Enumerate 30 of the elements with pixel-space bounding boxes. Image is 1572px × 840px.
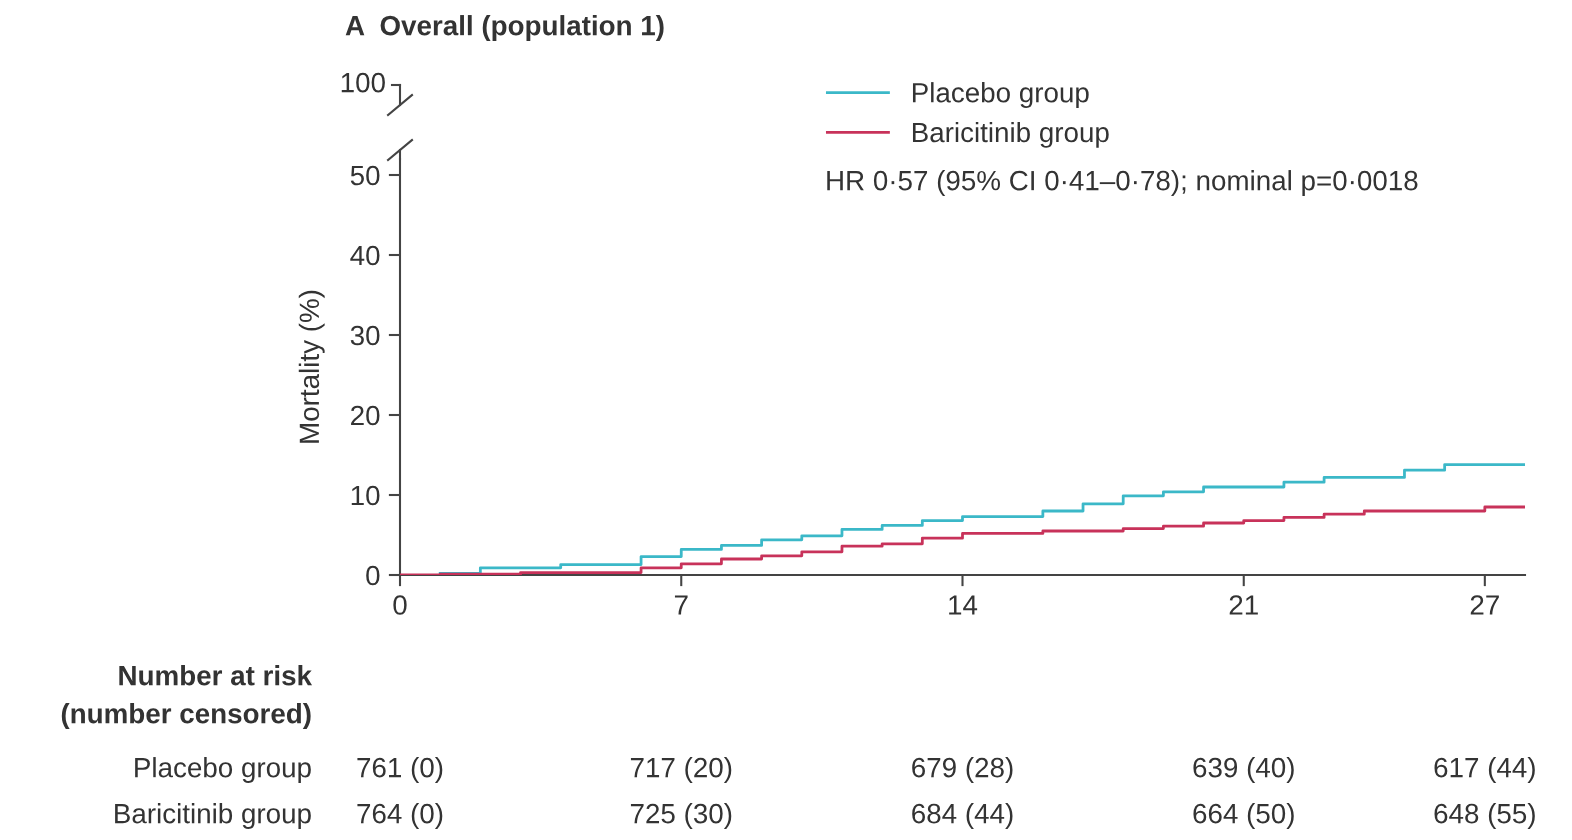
legend-label: Baricitinib group [912, 121, 1109, 148]
legend-label: Placebo group [912, 82, 1089, 109]
text: 617 (44) [1434, 757, 1535, 783]
y-tick-label: 40 [350, 245, 380, 266]
text: Placebo group [135, 757, 311, 783]
text: 679 (28) [912, 757, 1013, 783]
text: 761 (0) [357, 757, 443, 783]
text: Number at risk (number censored) [61, 665, 313, 729]
y-tick-label: 10 [351, 485, 380, 506]
x-tick-label: 7 [674, 595, 688, 615]
text: 684 (44) [912, 803, 1013, 829]
text: 764 (0) [357, 803, 443, 829]
text: 639 (40) [1193, 757, 1294, 783]
x-tick-label: 27 [1470, 595, 1499, 615]
text: Baricitinib group [115, 803, 311, 829]
y-tick-label: 50 [350, 165, 380, 186]
y-tick-label: 0 [366, 565, 380, 586]
y-axis-title: Mortality (%) [298, 290, 325, 443]
y-tick-label: 30 [350, 325, 380, 346]
x-tick-label: 14 [949, 595, 978, 615]
x-tick-label: 21 [1229, 595, 1258, 615]
x-tick-label: 0 [393, 595, 407, 615]
annotation: HR 0·57 (95% CI 0·41–0·78); nominal p=0·0018 [827, 170, 1418, 196]
y-tick-label: 20 [351, 405, 380, 426]
text: 717 (20) [630, 757, 732, 783]
chart-title: A Overall (population 1) [345, 15, 664, 41]
text: 725 (30) [630, 803, 732, 829]
text: 648 (55) [1434, 803, 1535, 829]
text: 664 (50) [1193, 803, 1294, 829]
text: 100 [341, 72, 385, 93]
